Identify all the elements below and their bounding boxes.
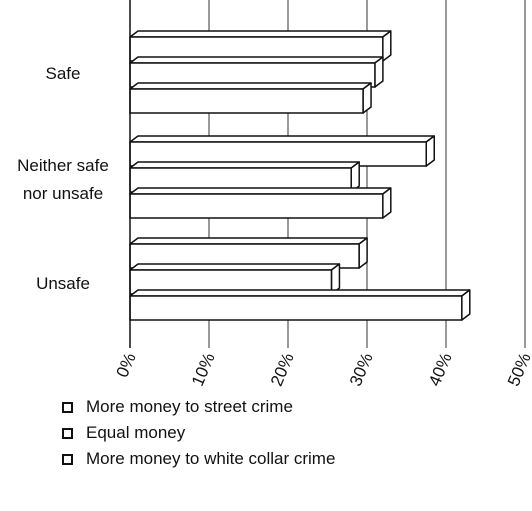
category-label: Neither safe: [17, 156, 109, 175]
bars: [129, 30, 471, 321]
bar: [129, 187, 392, 219]
legend-label: More money to white collar crime: [86, 449, 336, 468]
legend-swatch: [62, 427, 73, 439]
x-tick-label: 0%: [113, 350, 140, 380]
bar-chart: Safe Neither safe nor unsafe Unsafe 0% 10% 20…: [17, 0, 532, 389]
x-tick-label: 50%: [504, 350, 532, 389]
legend-swatch: [62, 401, 73, 413]
category-label: Safe: [46, 64, 81, 83]
legend-item-street-crime: More money to street crime: [62, 394, 335, 420]
x-tick-label: 40%: [425, 350, 456, 389]
category-labels: Safe Neither safe nor unsafe Unsafe: [17, 64, 109, 293]
legend-label: More money to street crime: [86, 397, 293, 416]
tick-labels: 0% 10% 20% 30% 40% 50%: [113, 350, 532, 389]
x-tick-label: 10%: [188, 350, 219, 389]
x-tick-label: 20%: [267, 350, 298, 389]
bar: [129, 82, 372, 114]
legend: More money to street crime Equal money M…: [62, 394, 335, 472]
legend-label: Equal money: [86, 423, 186, 442]
legend-swatch: [62, 453, 73, 465]
legend-item-equal-money: Equal money: [62, 420, 335, 446]
x-tick-label: 30%: [346, 350, 377, 389]
legend-item-white-collar-crime: More money to white collar crime: [62, 446, 335, 472]
bar: [129, 289, 471, 321]
category-label: nor unsafe: [23, 184, 103, 203]
category-label: Unsafe: [36, 274, 90, 293]
